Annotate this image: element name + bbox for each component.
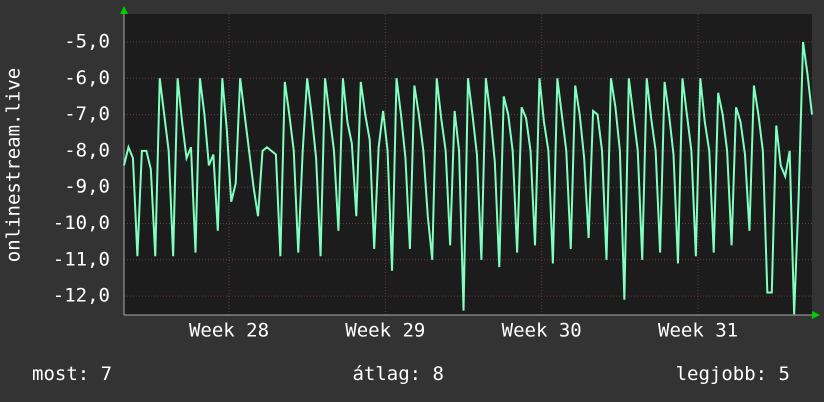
plot-area xyxy=(124,14,812,315)
y-tick-label: -6,0 xyxy=(64,67,110,89)
y-tick-label: -11,0 xyxy=(53,248,110,270)
y-tick-label: -10,0 xyxy=(53,212,110,234)
stat-value: 8 xyxy=(433,363,444,385)
y-tick-label: -12,0 xyxy=(53,285,110,307)
stat-label: legjobb: xyxy=(676,363,768,385)
y-tick-label: -7,0 xyxy=(64,103,110,125)
y-tick-label: -9,0 xyxy=(64,176,110,198)
stat-label: átlag: xyxy=(352,363,421,385)
y-tick-label: -5,0 xyxy=(64,30,110,52)
x-arrow xyxy=(812,311,820,319)
data-line xyxy=(123,41,813,315)
x-tick-label: Week 31 xyxy=(658,320,738,342)
stat: most: 7 xyxy=(32,363,112,385)
stat-value: 5 xyxy=(779,363,790,385)
y-axis-title: onlinestream.live xyxy=(3,68,25,262)
y-tick-label: -8,0 xyxy=(64,139,110,161)
x-tick-label: Week 28 xyxy=(189,320,269,342)
stat-label: most: xyxy=(32,363,89,385)
x-tick-label: Week 30 xyxy=(502,320,582,342)
stat: legjobb: 5 xyxy=(676,363,790,385)
y-arrow xyxy=(120,6,128,14)
stat-value: 7 xyxy=(101,363,112,385)
stat: átlag: 8 xyxy=(352,363,444,385)
x-tick-label: Week 29 xyxy=(345,320,425,342)
